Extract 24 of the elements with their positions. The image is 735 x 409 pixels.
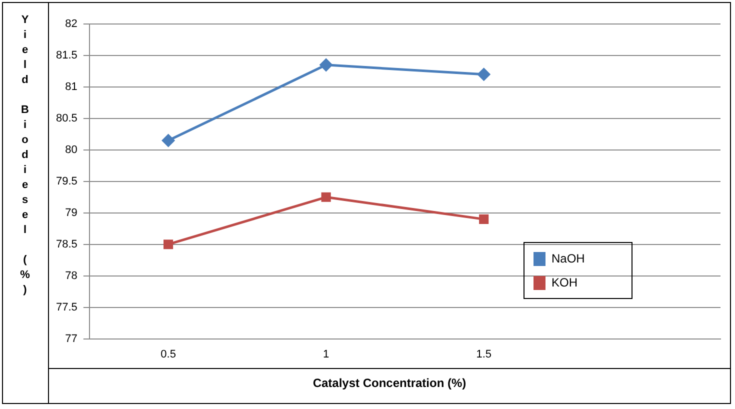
y-tick-label: 79 [65,206,78,219]
point [320,58,332,72]
y-tick-label: 82 [65,18,78,30]
y-tick-label: 78 [65,270,78,282]
y-axis-title: Yield Biodiesel (%) [18,14,32,301]
y-tick-label: 81.5 [56,50,78,62]
legend-label: KOH [552,275,578,290]
point [164,240,174,250]
point [479,214,489,224]
y-tick-label: 80 [65,144,78,156]
x-tick-label: 1 [323,348,330,360]
x-tick-label: 1.5 [476,348,492,360]
point [162,134,175,147]
y-tick-label: 79.5 [56,175,78,188]
point [478,68,490,81]
legend-label: NaOH [552,251,585,266]
y-tick-label: 80.5 [56,112,78,124]
y-tick-label: 77.5 [56,301,78,314]
point [321,192,331,202]
y-tick-label: 77 [65,332,78,345]
y-tick-label: 78.5 [56,238,78,250]
x-axis-title: Catalyst Concentration (%) [312,376,468,390]
y-tick-label: 81 [65,80,78,93]
x-tick-label: 0.5 [160,348,176,360]
